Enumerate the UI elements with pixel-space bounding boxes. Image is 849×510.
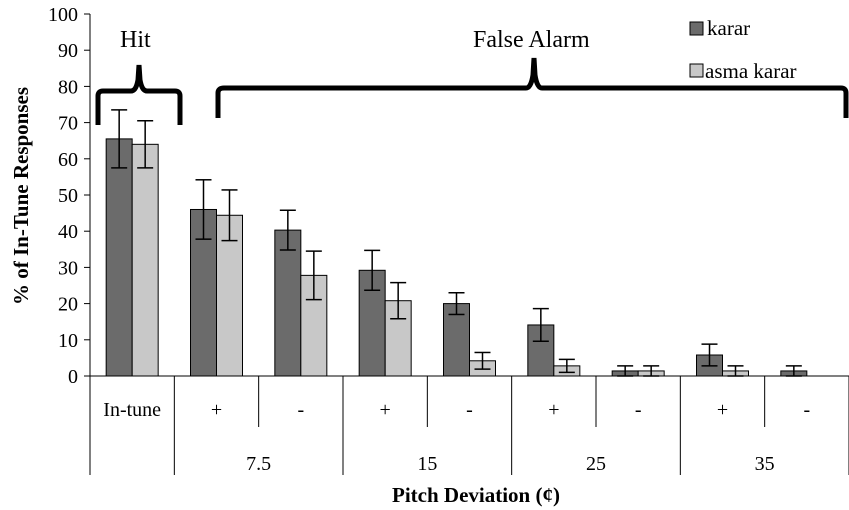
x-group-label: 25	[586, 453, 606, 475]
hit-annotation: Hit	[120, 27, 151, 53]
x-group-label: 35	[755, 453, 775, 475]
bars-layer	[105, 138, 808, 377]
y-tick-label: 10	[58, 330, 78, 352]
x-category-label: -	[803, 399, 810, 421]
y-tick-label: 60	[58, 149, 78, 171]
y-axis: 0 10 20 30 40 50 60 70 80 90 100	[48, 4, 91, 388]
legend-swatch-karar	[689, 21, 704, 36]
y-tick-label: 40	[58, 221, 78, 243]
false-alarm-annotation: False Alarm	[473, 27, 590, 53]
legend: karar asma karar	[689, 16, 797, 83]
annotation-layer: Hit False Alarm	[95, 27, 849, 125]
bar-karar	[274, 229, 302, 377]
x-category-label: -	[297, 399, 304, 421]
x-group-label: 15	[417, 453, 437, 475]
y-tick-label: 20	[58, 294, 78, 316]
error-bar-asma-karar	[558, 358, 575, 374]
false-alarm-brace	[215, 57, 849, 118]
y-tick-label: 30	[58, 257, 78, 279]
error-bar-asma-karar	[221, 189, 238, 242]
x-group-label: 7.5	[246, 453, 271, 475]
x-category-label: In-tune	[103, 399, 161, 421]
error-bar-karar	[448, 291, 465, 316]
legend-label-karar: karar	[707, 16, 750, 40]
y-tick-label: 100	[48, 4, 78, 26]
x-category-label: +	[211, 399, 222, 421]
legend-swatch-asma-karar	[689, 63, 704, 78]
error-bar-asma-karar	[390, 281, 407, 320]
error-bar-karar	[111, 109, 128, 169]
error-bar-karar	[279, 209, 296, 251]
bar-asma-karar	[131, 143, 159, 377]
error-bar-asma-karar	[474, 351, 491, 370]
y-tick-label: 80	[58, 76, 78, 98]
bar-karar	[443, 303, 470, 377]
y-tick-label: 50	[58, 185, 78, 207]
hit-brace	[95, 64, 183, 125]
bar-asma-karar	[216, 214, 243, 377]
x-category-label: +	[380, 399, 391, 421]
x-axis-title: Pitch Deviation (¢)	[392, 483, 560, 507]
bar-karar	[105, 138, 133, 377]
x-category-label: -	[466, 399, 473, 421]
y-tick-label: 0	[68, 366, 78, 388]
error-bar-karar	[195, 179, 212, 240]
x-axis: In-tune + - + - + - + - 7.5 15 25 35	[89, 375, 849, 475]
x-category-label: +	[548, 399, 559, 421]
x-category-label: +	[717, 399, 728, 421]
y-tick-label: 90	[58, 40, 78, 62]
error-bar-karar	[701, 343, 718, 367]
error-bar-asma-karar	[305, 250, 322, 301]
x-category-label: -	[635, 399, 642, 421]
error-bar-asma-karar	[137, 120, 154, 169]
error-bar-karar	[532, 307, 549, 342]
error-bar-karar	[364, 249, 381, 291]
legend-label-asma-karar: asma karar	[705, 59, 797, 83]
y-axis-title: % of In-Tune Responses	[9, 87, 33, 305]
y-tick-label: 70	[58, 113, 78, 135]
